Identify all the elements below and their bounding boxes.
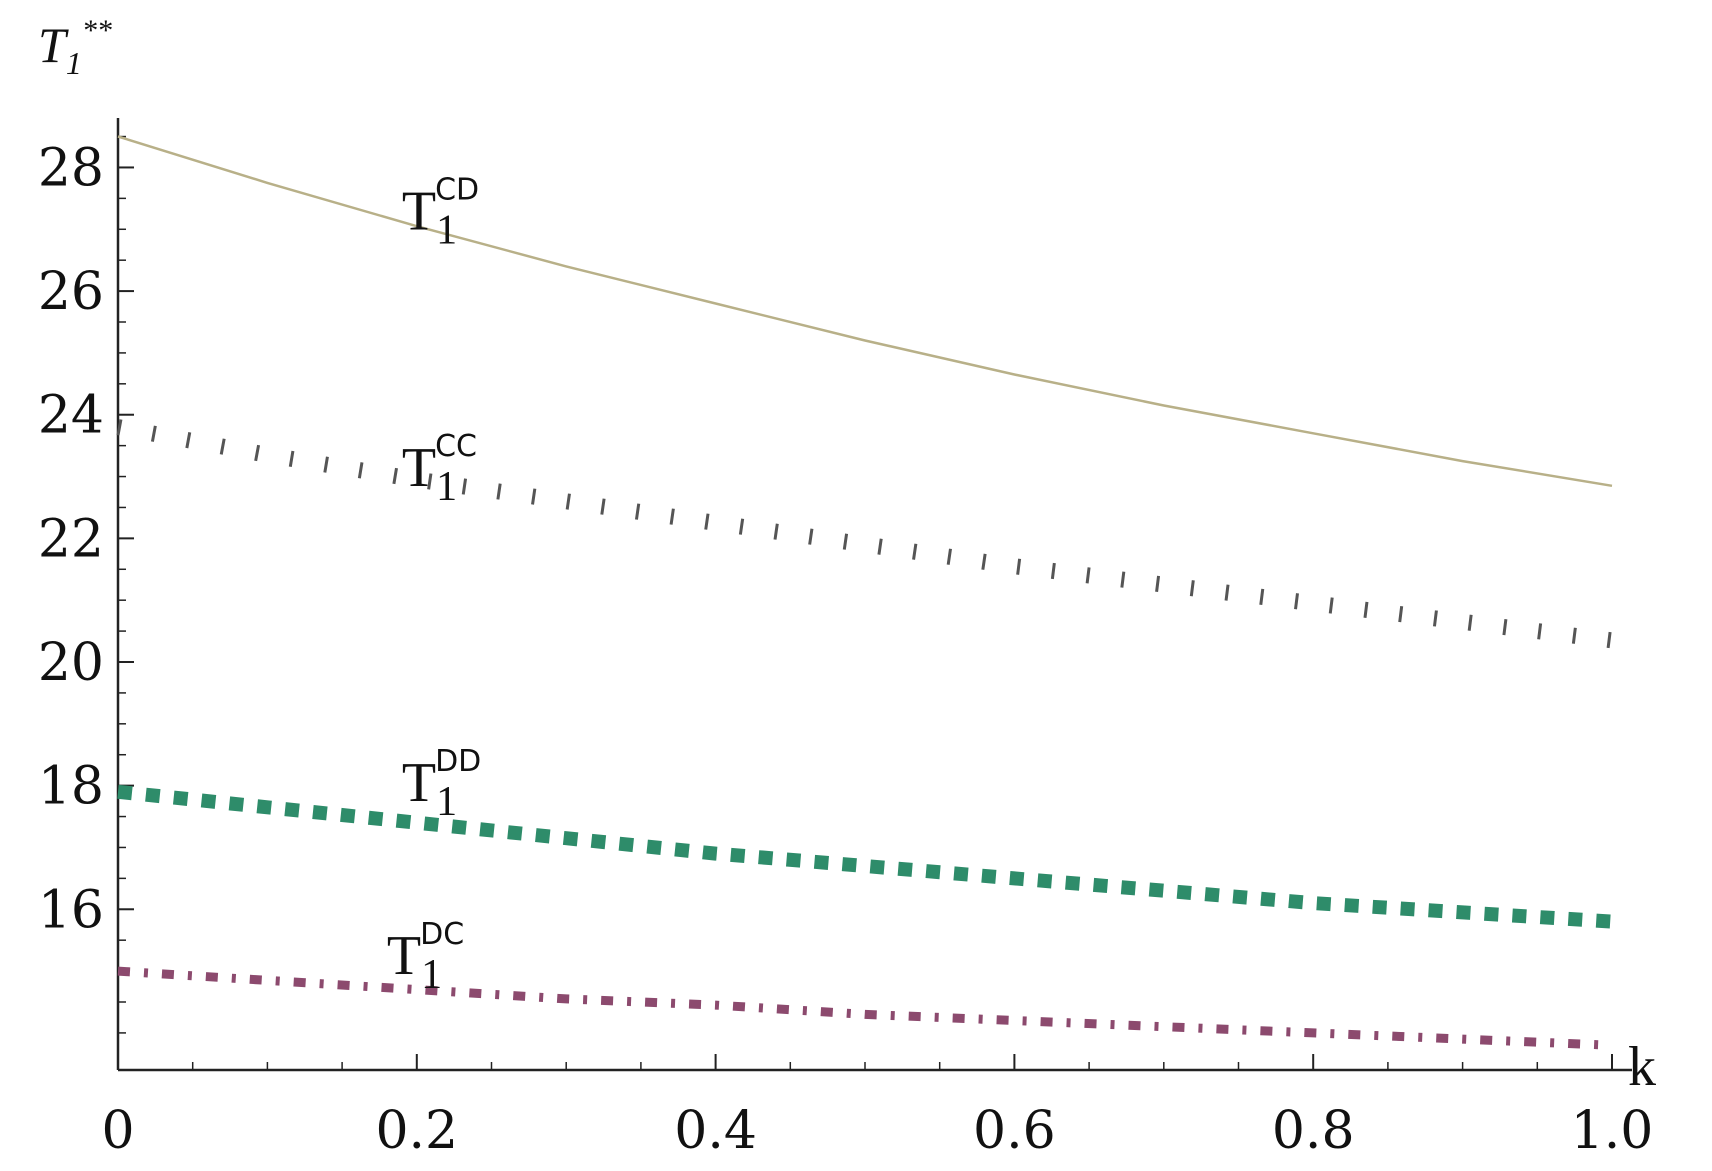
- y-tick-label: 28: [38, 138, 104, 198]
- series-label-sub: 1: [436, 464, 457, 510]
- x-tick-label: 0.2: [375, 1101, 458, 1161]
- series-line-dd: [117, 784, 1613, 929]
- x-tick-label: 0.6: [973, 1101, 1056, 1161]
- series-label-sup: CD: [435, 172, 479, 207]
- series-label-sub: 1: [436, 207, 457, 253]
- x-tick-label: 0.4: [674, 1101, 757, 1161]
- series-label-sup: CC: [435, 429, 477, 464]
- y-axis-title: T1**: [38, 14, 112, 81]
- series-label-sup: DC: [420, 917, 464, 952]
- series-label-cc: T1CC: [402, 429, 477, 510]
- series-label-main: T: [402, 752, 436, 814]
- series-label-cd: T1CD: [402, 172, 479, 253]
- chart-ticks: 0 0.2 0.4 0.6 0.8 1.0 16 18 20 22 24 26 28: [38, 135, 1654, 1161]
- series-label-sub: 1: [421, 952, 442, 998]
- x-tick-label: 1.0: [1571, 1101, 1654, 1161]
- chart-axes: [116, 118, 1632, 1072]
- x-tick-label: 0: [101, 1101, 134, 1161]
- chart-series: [116, 135, 1613, 1050]
- x-axis-title: k: [1628, 1036, 1656, 1098]
- series-line-cc: [116, 419, 1613, 649]
- series-label-main: T: [402, 180, 436, 242]
- series-label-dd: T1DD: [402, 744, 481, 825]
- series-label-sup: DD: [435, 744, 481, 779]
- series-label-main: T: [402, 437, 436, 499]
- y-tick-label: 20: [38, 633, 104, 693]
- y-tick-label: 18: [38, 757, 104, 817]
- y-tick-label: 26: [38, 262, 104, 322]
- y-axis-title-main: T: [38, 17, 69, 73]
- x-tick-label: 0.8: [1272, 1101, 1355, 1161]
- y-tick-label: 16: [38, 880, 104, 940]
- series-label-main: T: [387, 925, 421, 987]
- y-tick-label: 22: [38, 509, 104, 569]
- series-line-cd: [117, 135, 1613, 488]
- series-label-dc: T1DC: [387, 917, 464, 998]
- series-label-sub: 1: [436, 779, 457, 825]
- y-axis-title-sup: **: [82, 14, 112, 47]
- y-axis-title-sub: 1: [66, 45, 82, 81]
- y-tick-label: 24: [38, 386, 104, 446]
- series-line-dc: [117, 966, 1613, 1050]
